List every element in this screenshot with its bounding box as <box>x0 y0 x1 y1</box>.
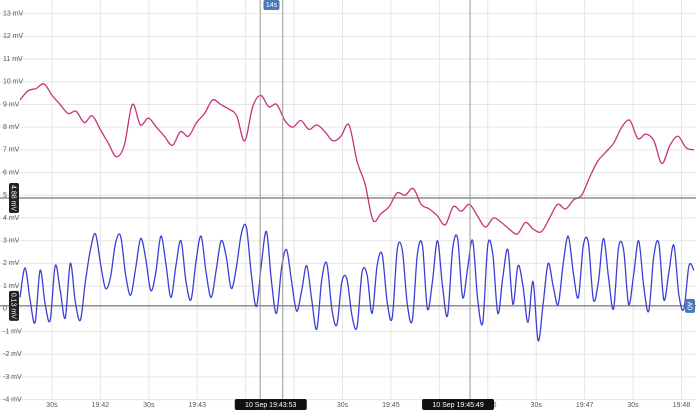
marker-label: 0.13 mV <box>9 290 19 321</box>
channel-label: A0 <box>685 298 695 313</box>
x-tick-label: 19:47 <box>576 402 594 409</box>
x-tick-label: 30s <box>627 402 639 409</box>
marker-label-text: 0.13 mV <box>10 293 17 319</box>
channel-text: A0 <box>686 302 693 311</box>
channel-box <box>685 298 695 313</box>
y-tick-label: 13 mV <box>3 10 24 17</box>
y-tick-label: 4 mV <box>3 215 20 222</box>
y-tick-label: 12 mV <box>3 33 24 40</box>
x-tick-label: 30s <box>337 402 349 409</box>
y-tick-label: 1 mV <box>3 283 20 290</box>
y-tick-label: -4 mV <box>3 396 22 403</box>
y-tick-label: 11 mV <box>3 56 23 63</box>
marker-time-box <box>422 399 495 410</box>
marker-label-text: 4.88 mV <box>10 185 17 211</box>
y-tick-label: -2 mV <box>3 351 22 358</box>
x-tick-label: 19:43 <box>188 402 206 409</box>
y-tick-label: 9 mV <box>3 101 20 108</box>
y-tick-label: 8 mV <box>3 124 20 131</box>
marker-label: 4.88 mV <box>9 183 19 214</box>
x-tick-label: 30s <box>531 402 543 409</box>
x-tick-label: 30s <box>143 402 155 409</box>
marker-label-box <box>9 290 19 321</box>
y-tick-label: 2 mV <box>3 260 20 267</box>
interval-label: 14s <box>266 2 278 9</box>
marker-label-box <box>9 183 19 214</box>
marker-time-label: 10 Sep 19:45:49 <box>432 402 483 409</box>
series-line <box>19 83 695 235</box>
x-tick-label: 19:48 <box>673 402 691 409</box>
y-tick-label: -1 mV <box>3 328 22 335</box>
y-tick-label: 3 mV <box>3 238 20 245</box>
y-tick-label: 10 mV <box>3 79 24 86</box>
interval-box <box>263 0 280 10</box>
y-tick-label: 6 mV <box>3 169 20 176</box>
series-line <box>19 223 695 342</box>
x-tick-label: 30s <box>46 402 58 409</box>
y-tick-label: -3 mV <box>3 374 22 381</box>
x-tick-label: 19:45 <box>382 402 400 409</box>
x-tick-label: 19:42 <box>92 402 110 409</box>
marker-time-box <box>234 399 307 410</box>
marker-time-label: 10 Sep 19:43:53 <box>245 402 296 409</box>
y-tick-label: 7 mV <box>3 147 20 154</box>
